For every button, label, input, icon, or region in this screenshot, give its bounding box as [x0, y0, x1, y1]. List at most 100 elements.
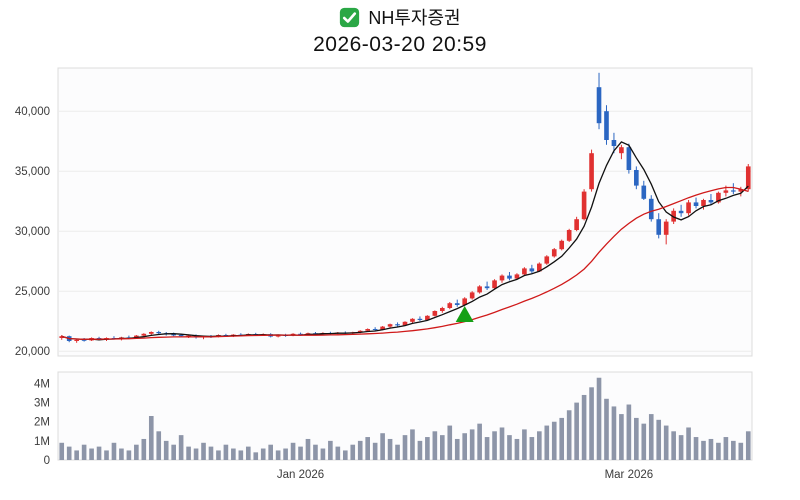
candle-body [410, 318, 415, 322]
volume-bar [686, 427, 691, 460]
volume-bar [111, 442, 117, 460]
volume-bar [551, 421, 557, 460]
candle-body [81, 339, 87, 341]
volume-bar [201, 442, 206, 460]
candle-body [365, 329, 371, 331]
volume-axis-label: 3M [34, 398, 50, 410]
volume-bar [320, 448, 326, 460]
volume-bar [402, 435, 408, 460]
candle-body [484, 286, 490, 289]
candle-body [156, 332, 162, 334]
volume-axis-label: 2M [34, 417, 50, 429]
volume-bar [745, 431, 751, 460]
candle-body [663, 221, 669, 235]
candle-body [59, 336, 65, 338]
volume-bar [245, 446, 251, 460]
volume-bar [604, 398, 609, 460]
volume-bar [178, 435, 184, 460]
short-ma-line [61, 141, 749, 341]
volume-bar [387, 438, 393, 460]
candle-body [529, 268, 535, 272]
volume-bar [193, 448, 199, 460]
volume-bar [619, 414, 624, 460]
volume-bar [701, 440, 706, 460]
volume-bar [537, 431, 542, 460]
volume-bar [462, 433, 468, 460]
candle-body [738, 189, 744, 192]
volume-bar [648, 414, 654, 460]
volume-bar [231, 448, 236, 460]
volume-bar [410, 429, 415, 460]
volume-bar [566, 410, 572, 460]
candle-body [559, 240, 565, 250]
candles [59, 72, 751, 343]
volume-axis-label: 0 [44, 455, 50, 467]
candle-body [395, 324, 400, 326]
volume-bar [432, 431, 438, 460]
candle-body [148, 332, 154, 334]
volume-bar [380, 433, 385, 460]
volume-bar [708, 438, 714, 460]
candle-body [544, 256, 550, 264]
volume-bar [350, 444, 356, 460]
volume-bar [693, 437, 699, 460]
volume-bar [216, 450, 221, 460]
candle-body [432, 311, 438, 316]
volume-bar [156, 431, 162, 460]
price-axis-label: 20,000 [15, 346, 50, 358]
candle-body [745, 166, 751, 190]
candle-body [380, 326, 385, 330]
candle-body [417, 318, 423, 320]
candle-body [671, 210, 676, 222]
candle-body [686, 202, 691, 214]
volume-bar [313, 444, 318, 460]
volume-bar [290, 442, 296, 460]
candle-body [454, 303, 460, 305]
price-axis-label: 35,000 [15, 166, 50, 178]
volume-bar [507, 435, 512, 460]
candle-body [596, 87, 602, 124]
chart-header: NH투자증권 2026-03-20 20:59 [0, 4, 800, 57]
candle-body [731, 190, 736, 192]
volume-bar [96, 446, 102, 460]
candle-body [223, 335, 229, 336]
candle-body [477, 286, 482, 293]
volume-bar [372, 442, 378, 460]
candle-body [581, 191, 587, 220]
price-panel [57, 67, 753, 357]
volume-bar [499, 427, 505, 460]
candle-body [357, 330, 363, 333]
stock-name-title: NH투자증권 [368, 8, 461, 28]
candle-body [178, 335, 184, 337]
volume-bar [589, 387, 594, 460]
volume-bar [126, 450, 132, 460]
volume-bar [81, 444, 87, 460]
volume-bar [678, 435, 684, 460]
candle-body [716, 192, 721, 203]
volume-bar [529, 437, 535, 460]
volume-bar [253, 452, 259, 460]
volume-bar [514, 438, 520, 460]
volume-bar [492, 431, 497, 460]
volume-bar [663, 425, 669, 460]
volume-bar [328, 440, 333, 460]
candle-body [537, 263, 542, 272]
candle-body [186, 335, 191, 337]
candle-body [469, 292, 475, 299]
candle-body [648, 198, 654, 220]
volume-bar [731, 440, 736, 460]
volume-bar [484, 437, 490, 460]
volume-bar [305, 438, 311, 460]
candle-body [678, 210, 684, 214]
volume-bar [716, 442, 721, 460]
x-axis-label: Mar 2026 [605, 469, 654, 481]
volume-bar [260, 448, 266, 460]
candle-body [574, 219, 579, 230]
volume-bar [417, 440, 423, 460]
x-axis-label: Jan 2026 [277, 469, 324, 481]
volume-bar [477, 423, 482, 460]
volume-bar [134, 444, 139, 460]
candle-body [298, 333, 303, 335]
volume-bar [335, 446, 341, 460]
